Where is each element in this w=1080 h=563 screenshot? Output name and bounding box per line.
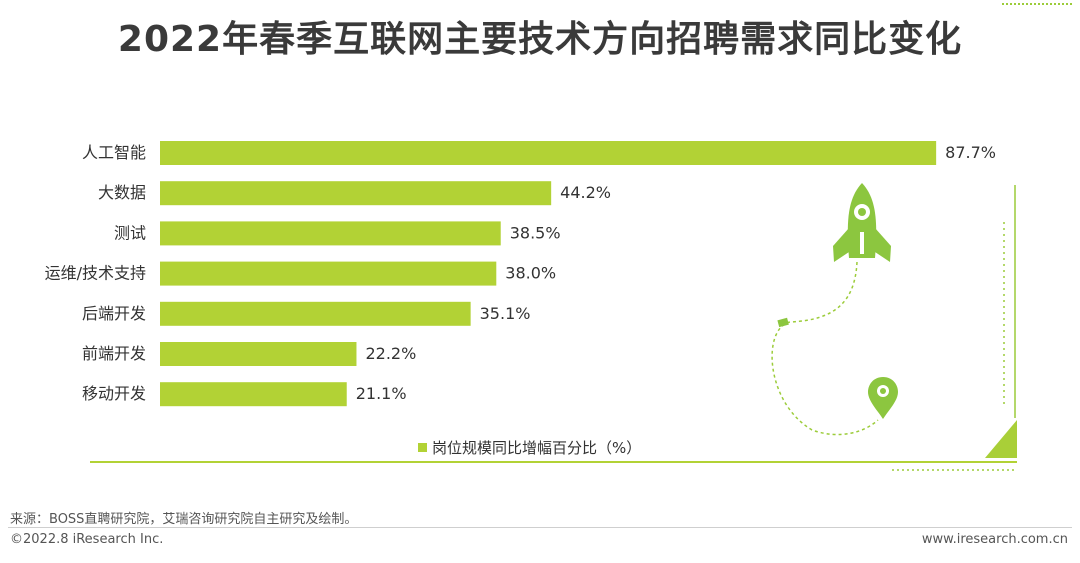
value-label: 44.2% <box>560 183 611 202</box>
bar <box>160 181 552 206</box>
category-label: 人工智能 <box>82 143 146 162</box>
bar <box>160 342 357 366</box>
legend-swatch <box>418 443 427 452</box>
location-pin-icon <box>868 377 898 419</box>
value-label: 22.2% <box>365 344 416 363</box>
value-label: 87.7% <box>945 143 996 162</box>
bar-chart: 人工智能 87.7% 大数据 44.2% 测试 38.5% 运维/技术支持 38.0% 后端开发… <box>45 141 1017 471</box>
rocket-icon <box>833 183 891 262</box>
value-label: 38.0% <box>505 264 556 283</box>
page-title: 2022年春季互联网主要技术方向招聘需求同比变化 <box>117 19 963 60</box>
website-url: www.iresearch.com.cn <box>921 532 1068 547</box>
footer-divider <box>8 527 1072 528</box>
bar <box>160 221 501 246</box>
bar <box>160 261 497 286</box>
bars-layer: 人工智能 87.7% 大数据 44.2% 测试 38.5% 运维/技术支持 38.0% 后端开发… <box>45 141 996 407</box>
corner-triangle-icon <box>985 420 1017 458</box>
decoration <box>771 183 1017 471</box>
value-label: 21.1% <box>356 384 407 403</box>
legend: 岗位规模同比增幅百分比（%） <box>418 439 641 457</box>
category-label: 移动开发 <box>82 384 146 403</box>
bar <box>160 301 471 326</box>
value-label: 35.1% <box>480 304 531 323</box>
category-label: 测试 <box>114 223 146 242</box>
flight-path <box>771 261 879 436</box>
source-note: 来源：BOSS直聘研究院，艾瑞咨询研究院自主研究及绘制。 <box>10 512 358 527</box>
copyright: ©2022.8 iResearch Inc. <box>10 532 164 547</box>
bar <box>160 141 937 165</box>
category-label: 前端开发 <box>82 344 146 363</box>
decorative-dots <box>1002 3 1072 5</box>
category-label: 大数据 <box>98 183 146 202</box>
value-label: 38.5% <box>510 223 561 242</box>
category-label: 运维/技术支持 <box>45 264 146 283</box>
legend-label: 岗位规模同比增幅百分比（%） <box>432 439 641 457</box>
category-label: 后端开发 <box>82 304 146 323</box>
bar <box>160 382 347 407</box>
flag-icon <box>777 317 789 328</box>
